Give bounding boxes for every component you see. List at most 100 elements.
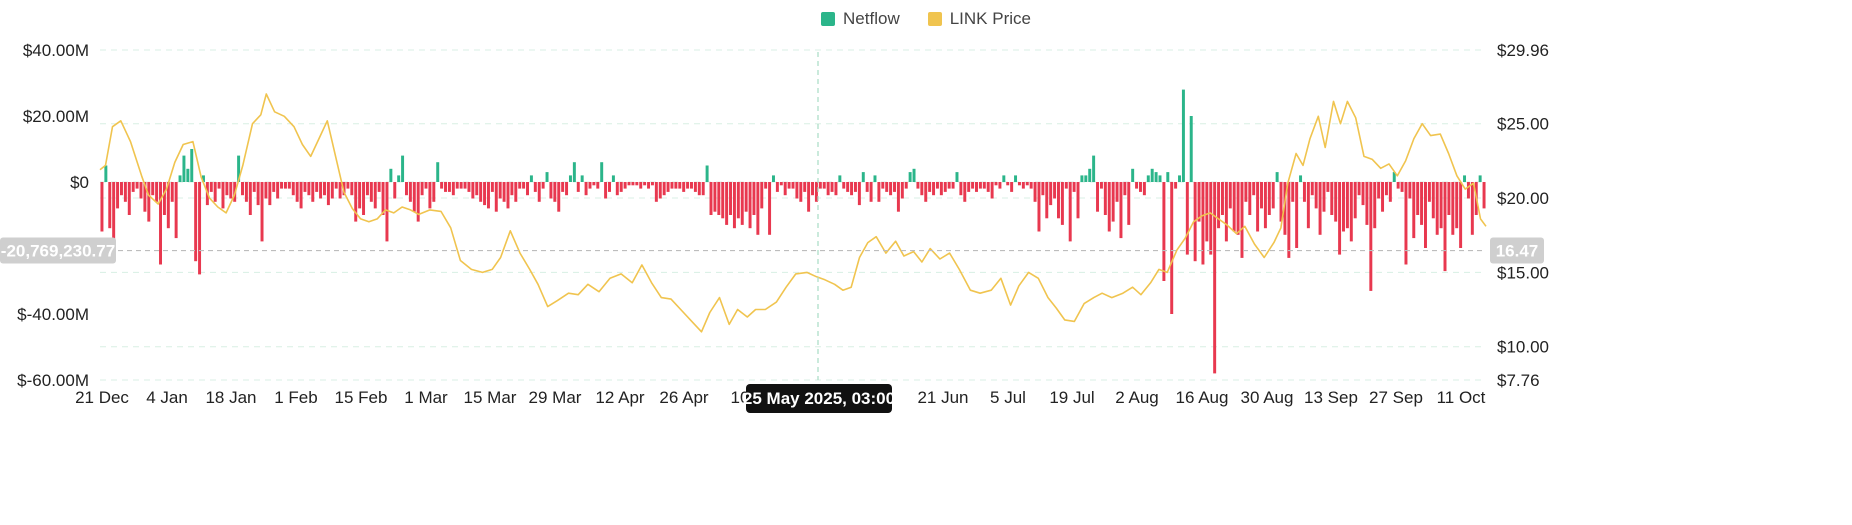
netflow-bar <box>842 182 846 189</box>
netflow-bar <box>1131 168 1135 182</box>
x-tick-label: 12 Apr <box>595 388 644 407</box>
netflow-bar <box>342 182 346 196</box>
price-line <box>99 93 1487 333</box>
legend-price[interactable]: LINK Price <box>927 8 1031 30</box>
x-tick-label: 18 Jan <box>205 388 256 407</box>
netflow-bar <box>260 182 264 242</box>
netflow-bar <box>1127 182 1131 225</box>
netflow-bar <box>822 182 826 189</box>
netflow-bar <box>1014 175 1018 182</box>
netflow-bar <box>650 182 654 186</box>
netflow-bar <box>1006 182 1010 186</box>
netflow-bar <box>455 182 459 189</box>
netflow-bar <box>451 182 455 196</box>
netflow-bar <box>896 182 900 212</box>
netflow-bar <box>1306 182 1310 229</box>
netflow-bar <box>654 182 658 202</box>
x-tick-label: 30 Aug <box>1241 388 1294 407</box>
netflow-bar <box>1166 172 1170 182</box>
netflow-bar <box>518 182 522 189</box>
netflow-bar <box>201 175 205 182</box>
netflow-bar <box>1459 182 1463 248</box>
netflow-bar <box>350 182 354 196</box>
netflow-bar <box>498 182 502 199</box>
netflow-bar <box>783 182 787 196</box>
x-tick-label: 15 Feb <box>335 388 388 407</box>
netflow-bar <box>1299 175 1303 182</box>
netflow-bar <box>990 182 994 199</box>
netflow-bar <box>358 182 362 209</box>
netflow-bar <box>775 182 779 192</box>
netflow-bar <box>732 182 736 229</box>
crosshair-right-value: 16.47 <box>1496 242 1539 261</box>
netflow-bar <box>756 182 760 235</box>
netflow-bar <box>1244 182 1248 202</box>
x-tick-label: 21 Jun <box>917 388 968 407</box>
netflow-bar <box>658 182 662 199</box>
netflow-bar <box>857 182 861 206</box>
netflow-bar <box>900 182 904 199</box>
x-tick-label: 5 Jul <box>990 388 1026 407</box>
netflow-bar <box>1115 182 1119 202</box>
netflow-bar <box>826 182 830 196</box>
netflow-bar <box>1420 182 1424 225</box>
netflow-bar <box>709 182 713 215</box>
netflow-bars <box>100 89 1486 374</box>
netflow-bar <box>151 182 155 196</box>
netflow-bar <box>385 182 389 242</box>
netflow-bar <box>713 182 717 212</box>
netflow-bar <box>1295 182 1299 248</box>
netflow-bar <box>490 182 494 192</box>
netflow-bar <box>1455 182 1459 229</box>
x-tick-label: 21 Dec <box>75 388 129 407</box>
netflow-bar <box>1072 182 1076 192</box>
netflow-bar <box>1017 182 1021 186</box>
netflow-bar <box>287 182 291 189</box>
netflow-bar <box>1217 182 1221 229</box>
netflow-bar <box>1373 182 1377 229</box>
netflow-bar <box>818 182 822 189</box>
netflow-bar <box>686 182 690 189</box>
netflow-bar <box>935 182 939 189</box>
netflow-bar <box>1435 182 1439 235</box>
netflow-bar <box>1076 182 1080 219</box>
netflow-bar <box>147 182 151 222</box>
netflow-bar <box>869 182 873 202</box>
legend-netflow[interactable]: Netflow <box>821 8 900 30</box>
netflow-bar <box>615 182 619 196</box>
legend-netflow-label: Netflow <box>843 9 900 28</box>
netflow-bar <box>401 155 405 182</box>
netflow-bar <box>584 182 588 196</box>
price-line-layer <box>99 93 1487 333</box>
netflow-bar <box>295 182 299 202</box>
netflow-bar <box>471 182 475 199</box>
netflow-bar <box>537 182 541 202</box>
netflow-bar <box>428 182 432 209</box>
netflow-bar <box>561 182 565 192</box>
netflow-bar <box>557 182 561 212</box>
netflow-bar <box>162 182 166 215</box>
netflow-bar <box>159 182 162 265</box>
y-right-tick-label: $25.00 <box>1497 115 1549 134</box>
netflow-bar <box>1084 175 1088 182</box>
netflow-bar <box>814 182 818 202</box>
netflow-bar <box>1439 182 1443 229</box>
netflow-bar <box>1369 182 1373 291</box>
netflow-bar <box>631 182 635 186</box>
netflow-bar <box>479 182 483 202</box>
netflow-bar <box>416 182 420 222</box>
netflow-bar <box>1158 175 1162 182</box>
netflow-bar <box>1318 182 1322 235</box>
netflow-bar <box>225 182 229 196</box>
netflow-bar <box>947 182 951 189</box>
netflow-bar <box>1279 182 1283 222</box>
netflow-bar <box>1388 182 1392 202</box>
netflow-bar <box>268 182 272 206</box>
netflow-bar <box>885 182 889 192</box>
netflow-bar <box>850 182 854 196</box>
netflow-bar <box>604 182 608 199</box>
netflow-bar <box>1416 182 1420 215</box>
netflow-bar <box>635 182 639 186</box>
netflow-bar <box>889 182 893 196</box>
